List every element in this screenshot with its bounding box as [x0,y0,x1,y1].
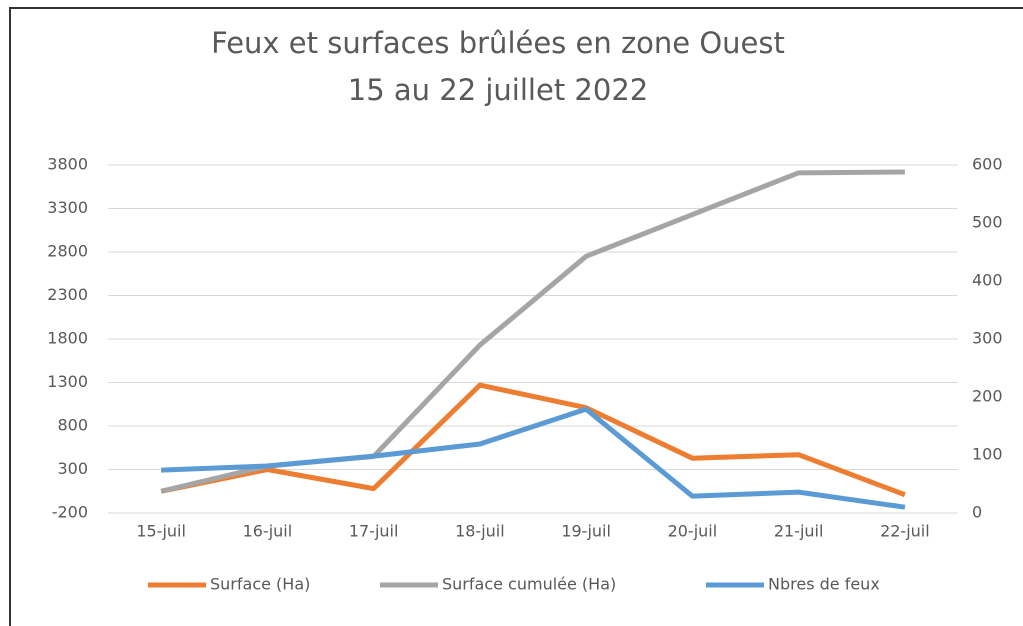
series-line [160,382,906,498]
y-tick-label: 2300 [47,285,88,304]
legend-label: Nbres de feux [768,575,880,594]
legend-label: Surface (Ha) [210,575,310,594]
y-tick-label: 1800 [47,329,88,348]
y2-tick-label: 200 [972,387,1003,406]
y-tick-label: 2800 [47,242,88,261]
legend-label: Surface cumulée (Ha) [442,575,616,594]
y2-tick-label: 100 [972,445,1003,464]
y-tick-label: -200 [52,503,88,522]
y2-tick-label: 0 [972,503,982,522]
y-tick-label: 3800 [47,155,88,174]
x-tick-label: 18-juil [455,522,505,541]
x-tick-label: 20-juil [668,522,718,541]
series-line [161,406,906,510]
x-tick-label: 17-juil [349,522,399,541]
x-tick-label: 22-juil [880,522,930,541]
chart-title: Feux et surfaces brûlées en zone Ouest [211,26,785,60]
y2-tick-label: 400 [972,271,1003,290]
y2-tick-label: 600 [972,155,1003,174]
x-tick-label: 21-juil [774,522,824,541]
x-tick-label: 15-juil [136,522,186,541]
x-tick-label: 19-juil [561,522,611,541]
y-tick-label: 800 [57,416,88,435]
x-tick-label: 16-juil [243,522,293,541]
chart-subtitle: 15 au 22 juillet 2022 [348,73,648,107]
y-tick-label: 3300 [47,198,88,217]
y2-tick-label: 500 [972,213,1003,232]
y-tick-label: 300 [57,459,88,478]
y2-tick-label: 300 [972,329,1003,348]
y-tick-label: 1300 [47,372,88,391]
